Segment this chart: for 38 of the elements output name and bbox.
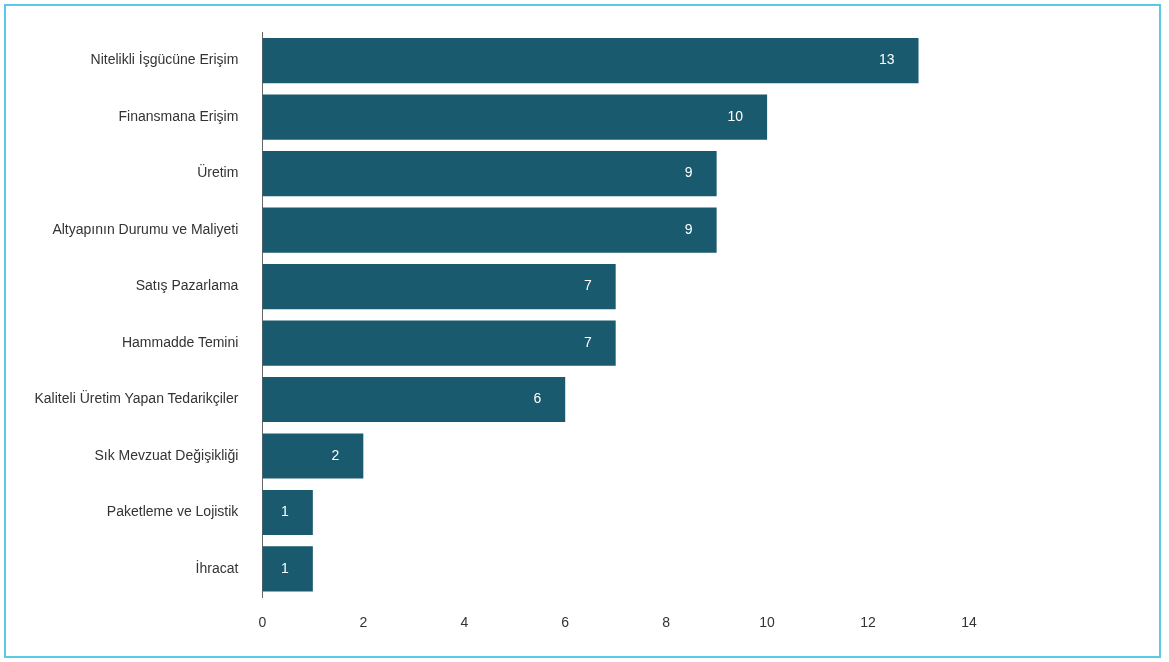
y-tick-label: Hammadde Temini [121,333,239,350]
data-label: 6 [533,390,542,407]
data-label: 10 [727,107,744,124]
y-tick-label: Üretim [197,163,239,181]
bar [262,433,364,479]
data-label: 13 [878,51,895,68]
data-label: 7 [583,333,592,350]
bar [262,94,768,140]
y-tick-label: Paketleme ve Lojistik [106,503,240,520]
data-label: 9 [684,220,693,237]
x-tick-label: 6 [561,614,570,631]
data-label: 7 [583,277,592,294]
bar [262,546,313,592]
x-tick-label: 14 [961,614,977,631]
y-tick-label: Kaliteli Üretim Yapan Tedarikçiler [34,389,239,407]
y-tick-label: Satış Pazarlama [135,277,239,294]
y-tick-label: Sık Mevzuat Değişikliği [94,446,239,463]
bar [262,38,919,84]
data-label: 2 [331,446,340,463]
x-tick-label: 12 [860,614,877,631]
x-tick-label: 0 [258,614,267,631]
bar [262,151,717,197]
bar [262,489,313,536]
data-label: 9 [684,164,693,181]
x-tick-label: 8 [662,614,671,631]
x-tick-label: 10 [759,614,776,631]
bar [262,376,566,423]
data-label: 1 [281,559,290,576]
bar [262,320,616,366]
y-tick-label: Finansmana Erişim [118,107,239,124]
bar [262,263,616,310]
y-tick-label: Altyapının Durumu ve Maliyeti [52,220,239,237]
x-tick-label: 4 [460,614,469,631]
y-tick-label: İhracat [195,558,239,576]
y-tick-label: Nitelikli İşgücüne Erişim [90,50,239,68]
data-label: 1 [281,503,290,520]
x-tick-label: 2 [359,614,368,631]
bar [262,207,717,253]
